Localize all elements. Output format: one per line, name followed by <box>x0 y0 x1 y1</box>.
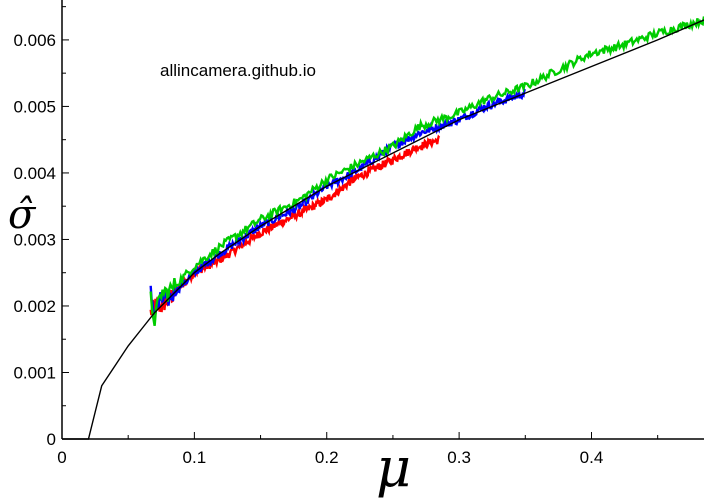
y-tick-label: 0.003 <box>13 230 56 249</box>
fit-curve <box>62 19 704 440</box>
y-tick-label: 0.002 <box>13 297 56 316</box>
y-axis-title: σ̂ <box>8 192 37 238</box>
y-tick-label: 0.006 <box>13 31 56 50</box>
series-3-line <box>149 16 704 326</box>
y-tick-label: 0.004 <box>13 164 56 183</box>
y-tick-label: 0.005 <box>13 97 56 116</box>
x-axis-title: μ <box>376 436 411 498</box>
x-tick-label: 0.4 <box>580 448 604 467</box>
x-tick-label: 0.1 <box>183 448 207 467</box>
x-ticks: 0 0.1 0.2 0.3 0.4 <box>57 432 659 467</box>
y-tick-label: 0.001 <box>13 363 56 382</box>
watermark: allincamera.github.io <box>160 61 316 80</box>
x-tick-label: 0.2 <box>315 448 339 467</box>
fit-curve-layer <box>62 19 704 440</box>
y-tick-label: 0 <box>47 430 56 449</box>
x-tick-label: 0 <box>57 448 66 467</box>
y-ticks: 0 0.001 0.002 0.003 0.004 0.005 0.006 <box>13 6 69 449</box>
x-tick-label: 0.3 <box>447 448 471 467</box>
series-2-line <box>149 87 527 316</box>
series-1-line <box>149 134 441 316</box>
